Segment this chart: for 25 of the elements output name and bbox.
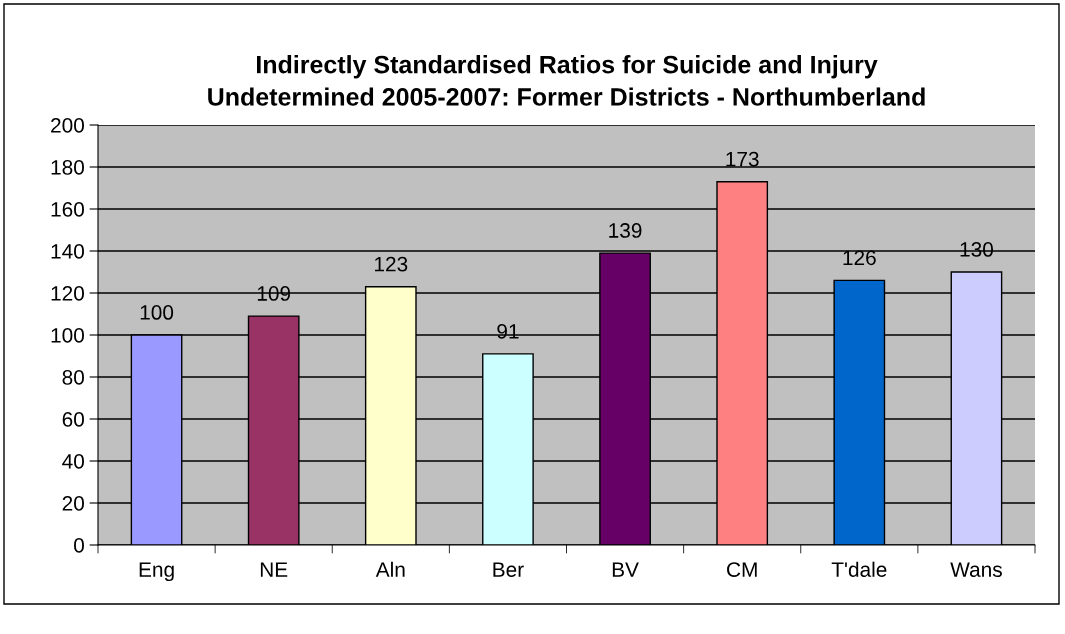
y-tick-label: 20 [62,496,84,511]
x-tick-label: T'dale [831,561,887,577]
y-tick-label: 180 [51,160,84,175]
x-tick-label: CM [727,562,757,577]
y-tick-label: 80 [62,370,84,385]
x-tick-label: Wans [950,562,1002,577]
x-tick-label: Eng [139,562,174,582]
x-tick-label: Aln [375,561,405,577]
x-tick-label: Ber [493,562,524,577]
data-label: 173 [726,151,759,167]
x-tick-label: NE [260,562,288,577]
y-tick-label: 60 [62,412,84,427]
y-tick-label: 100 [51,328,84,343]
data-label: 139 [609,223,642,238]
y-tick-label: 200 [51,118,84,133]
y-tick-label: 120 [51,286,84,301]
data-label: 123 [375,256,408,272]
y-tick-label: 0 [74,538,84,553]
y-tick-label: 140 [51,244,84,259]
y-tick-label: 160 [51,202,84,217]
y-tick-label: 40 [62,454,84,469]
x-tick-label: BV [612,562,639,577]
chart-title: Indirectly Standardised Ratios for Suicide and Injury Undetermined 2005-2007: Former Districts - Northumberland [208,55,925,106]
data-label: 126 [843,250,876,266]
data-label: 100 [140,305,174,320]
